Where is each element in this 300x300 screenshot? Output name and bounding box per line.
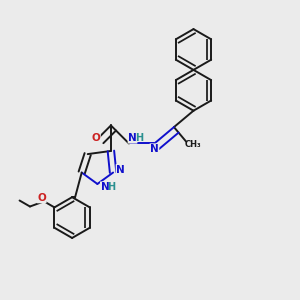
Text: N: N [150, 144, 159, 154]
Text: O: O [37, 193, 46, 203]
Text: N: N [100, 182, 109, 192]
Text: N: N [116, 164, 125, 175]
Text: O: O [92, 133, 100, 143]
Text: CH₃: CH₃ [184, 140, 201, 148]
Text: H: H [107, 182, 115, 192]
Text: H: H [135, 133, 143, 143]
Text: N: N [128, 133, 137, 143]
